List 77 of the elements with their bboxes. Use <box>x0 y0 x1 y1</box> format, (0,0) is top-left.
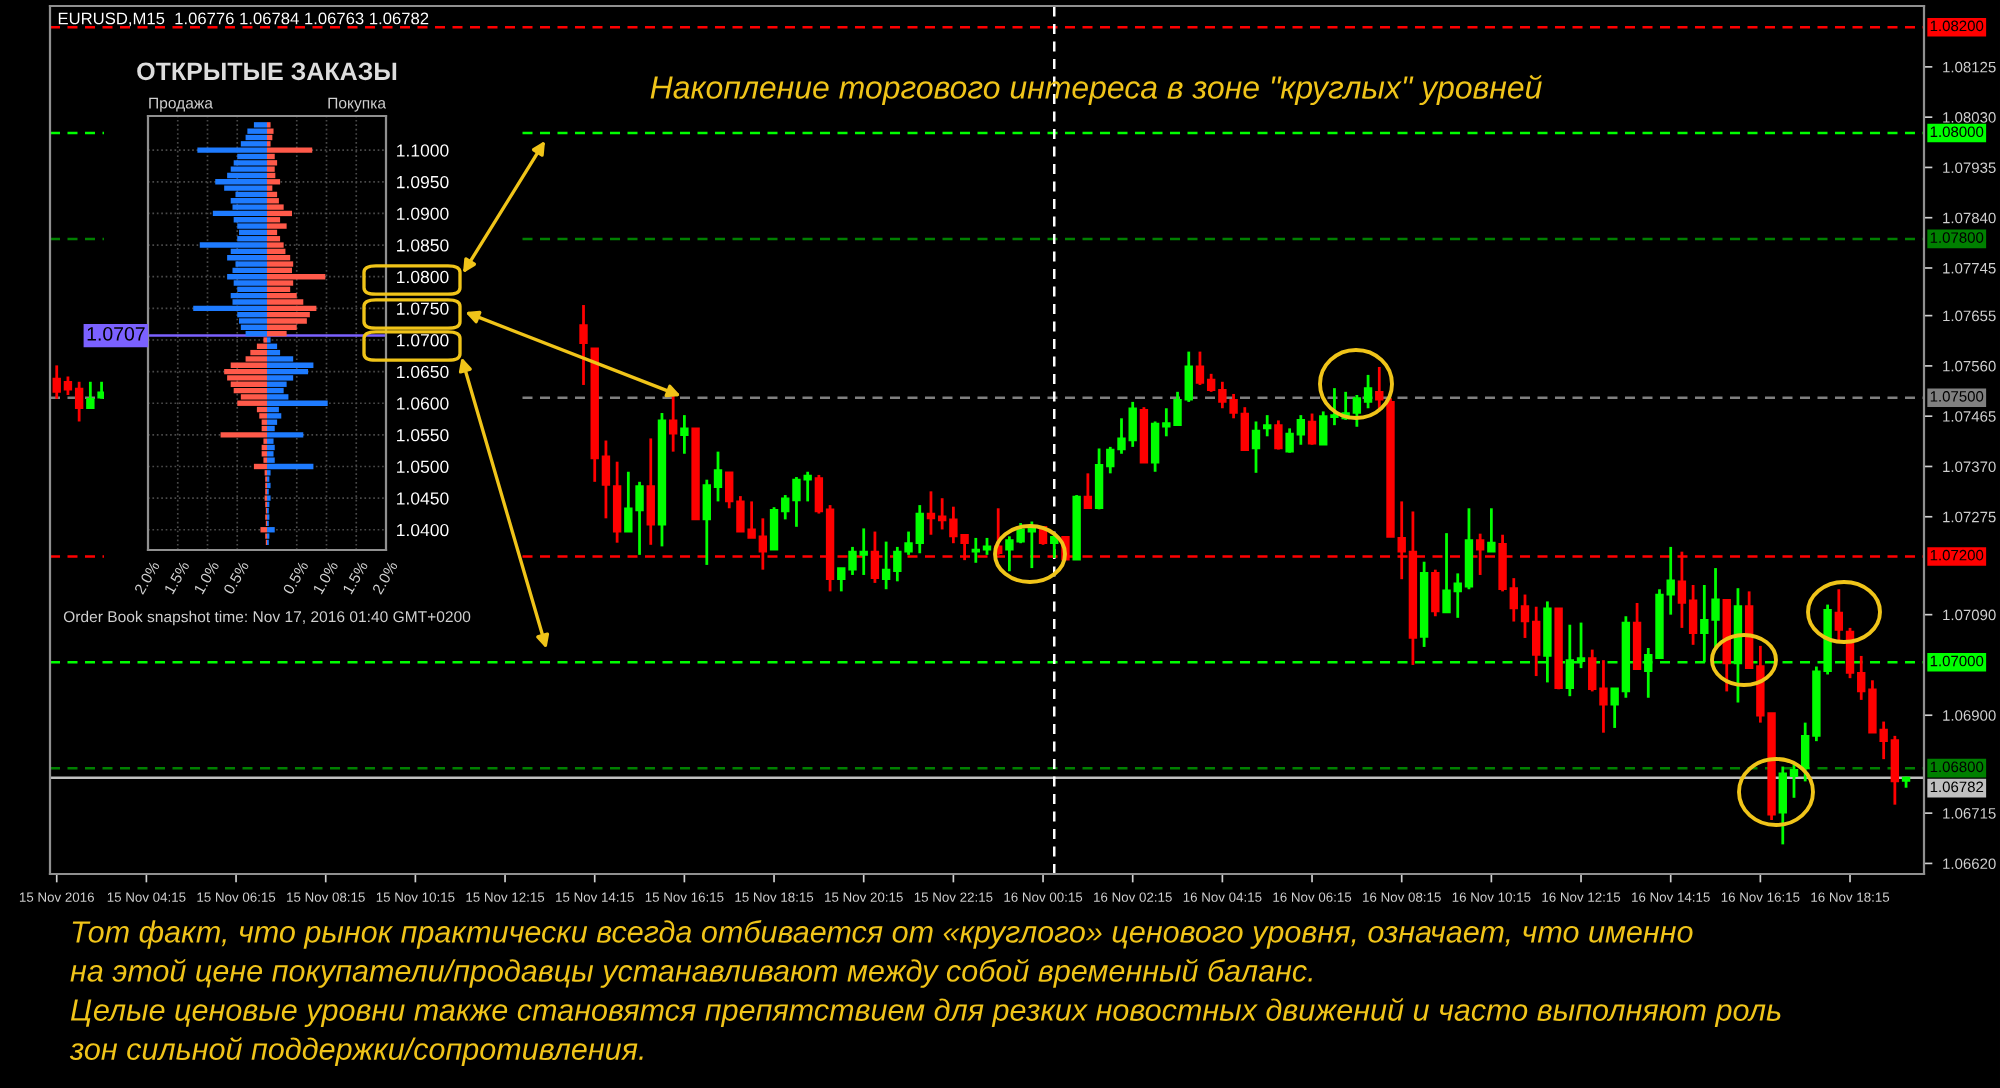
bar <box>267 210 292 217</box>
y-tick-label: 1.0650 <box>397 365 449 379</box>
bar <box>227 255 267 261</box>
y-tick-label: 1.0800 <box>397 270 449 284</box>
bar <box>267 160 278 166</box>
candlestick <box>646 437 655 547</box>
candlestick <box>1632 601 1642 671</box>
text: Тот факт, что рынок практически всегда отбивается от «круглого» ценового уровня, означает, что именно на этой цене покупатели/продавцы устанавливают между собой временный баланс. Целые ценовые уровни также становятся препятствием для резких новостных движений и часто выполняют роль зон сильной поддержки/сопротивления. <box>69 920 1781 1067</box>
bar <box>267 261 294 267</box>
y-tick-label: 1.0700 <box>397 334 449 347</box>
y-tick-label: 1.0400 <box>397 523 449 537</box>
y-tick-label: 1.1000 <box>397 144 449 157</box>
candlestick <box>1487 506 1496 554</box>
bar <box>253 122 267 128</box>
bar <box>267 311 310 318</box>
bar <box>267 318 307 324</box>
chart-title: ОТКРЫТЫЕ ЗАКАЗЫ <box>137 62 397 81</box>
chart-title: EURUSD,M15 1.06776 1.06784 1.06763 1.06782 <box>58 12 429 27</box>
bar <box>230 198 267 204</box>
bar <box>267 223 287 229</box>
candlestick <box>1834 587 1844 643</box>
text: Накопление торгового интереса в зоне "круглых" уровней <box>650 74 1542 106</box>
bar <box>193 305 267 312</box>
candlestick <box>1375 365 1384 413</box>
candlestick <box>1431 568 1440 618</box>
bar <box>267 274 326 280</box>
bar <box>239 318 267 324</box>
bar <box>267 204 284 210</box>
bar <box>267 242 284 248</box>
ref-line-label: 1.0707 <box>87 326 145 341</box>
candlestick <box>1274 419 1283 451</box>
bar <box>267 185 273 191</box>
bar <box>267 198 279 204</box>
bar <box>237 223 267 229</box>
bar <box>267 179 281 185</box>
y-tick-label: 1.0600 <box>397 397 449 410</box>
bar <box>245 330 267 337</box>
bar <box>227 274 267 280</box>
bar <box>267 292 297 299</box>
bar <box>235 261 267 267</box>
bar <box>267 255 291 261</box>
bar <box>233 280 267 286</box>
bar <box>267 128 274 134</box>
y-tick-label: 1.0850 <box>397 239 449 252</box>
bar <box>239 229 267 236</box>
bar <box>199 242 267 248</box>
bar <box>267 286 291 293</box>
y-tick-label: 1.0450 <box>397 492 449 505</box>
bar <box>240 324 267 330</box>
bar <box>267 166 275 172</box>
bar <box>267 248 286 255</box>
candlestick <box>1251 420 1261 475</box>
y-tick-label: 1.0900 <box>397 207 449 220</box>
bar <box>267 191 278 198</box>
y-tick-label: 1.0750 <box>397 302 449 315</box>
bar <box>232 267 267 274</box>
bar <box>237 286 267 293</box>
y-tick-label: 1.0950 <box>397 175 449 189</box>
bar <box>247 128 267 134</box>
bar <box>230 292 267 299</box>
candlestick <box>1307 412 1317 447</box>
bar <box>230 166 267 172</box>
bar <box>245 134 267 141</box>
bar <box>197 147 267 153</box>
bar <box>267 236 281 242</box>
bar <box>233 160 267 166</box>
candlestick <box>680 413 689 456</box>
bar <box>212 210 267 217</box>
candlestick <box>1263 413 1272 438</box>
y-tick-label: 1.0500 <box>397 460 449 473</box>
bar <box>267 147 313 153</box>
candlestick <box>579 303 588 387</box>
bar <box>215 179 267 185</box>
candlestick <box>86 380 95 410</box>
bar <box>267 305 317 312</box>
candlestick <box>1083 471 1093 510</box>
y-tick-label: 1.0550 <box>397 428 449 442</box>
